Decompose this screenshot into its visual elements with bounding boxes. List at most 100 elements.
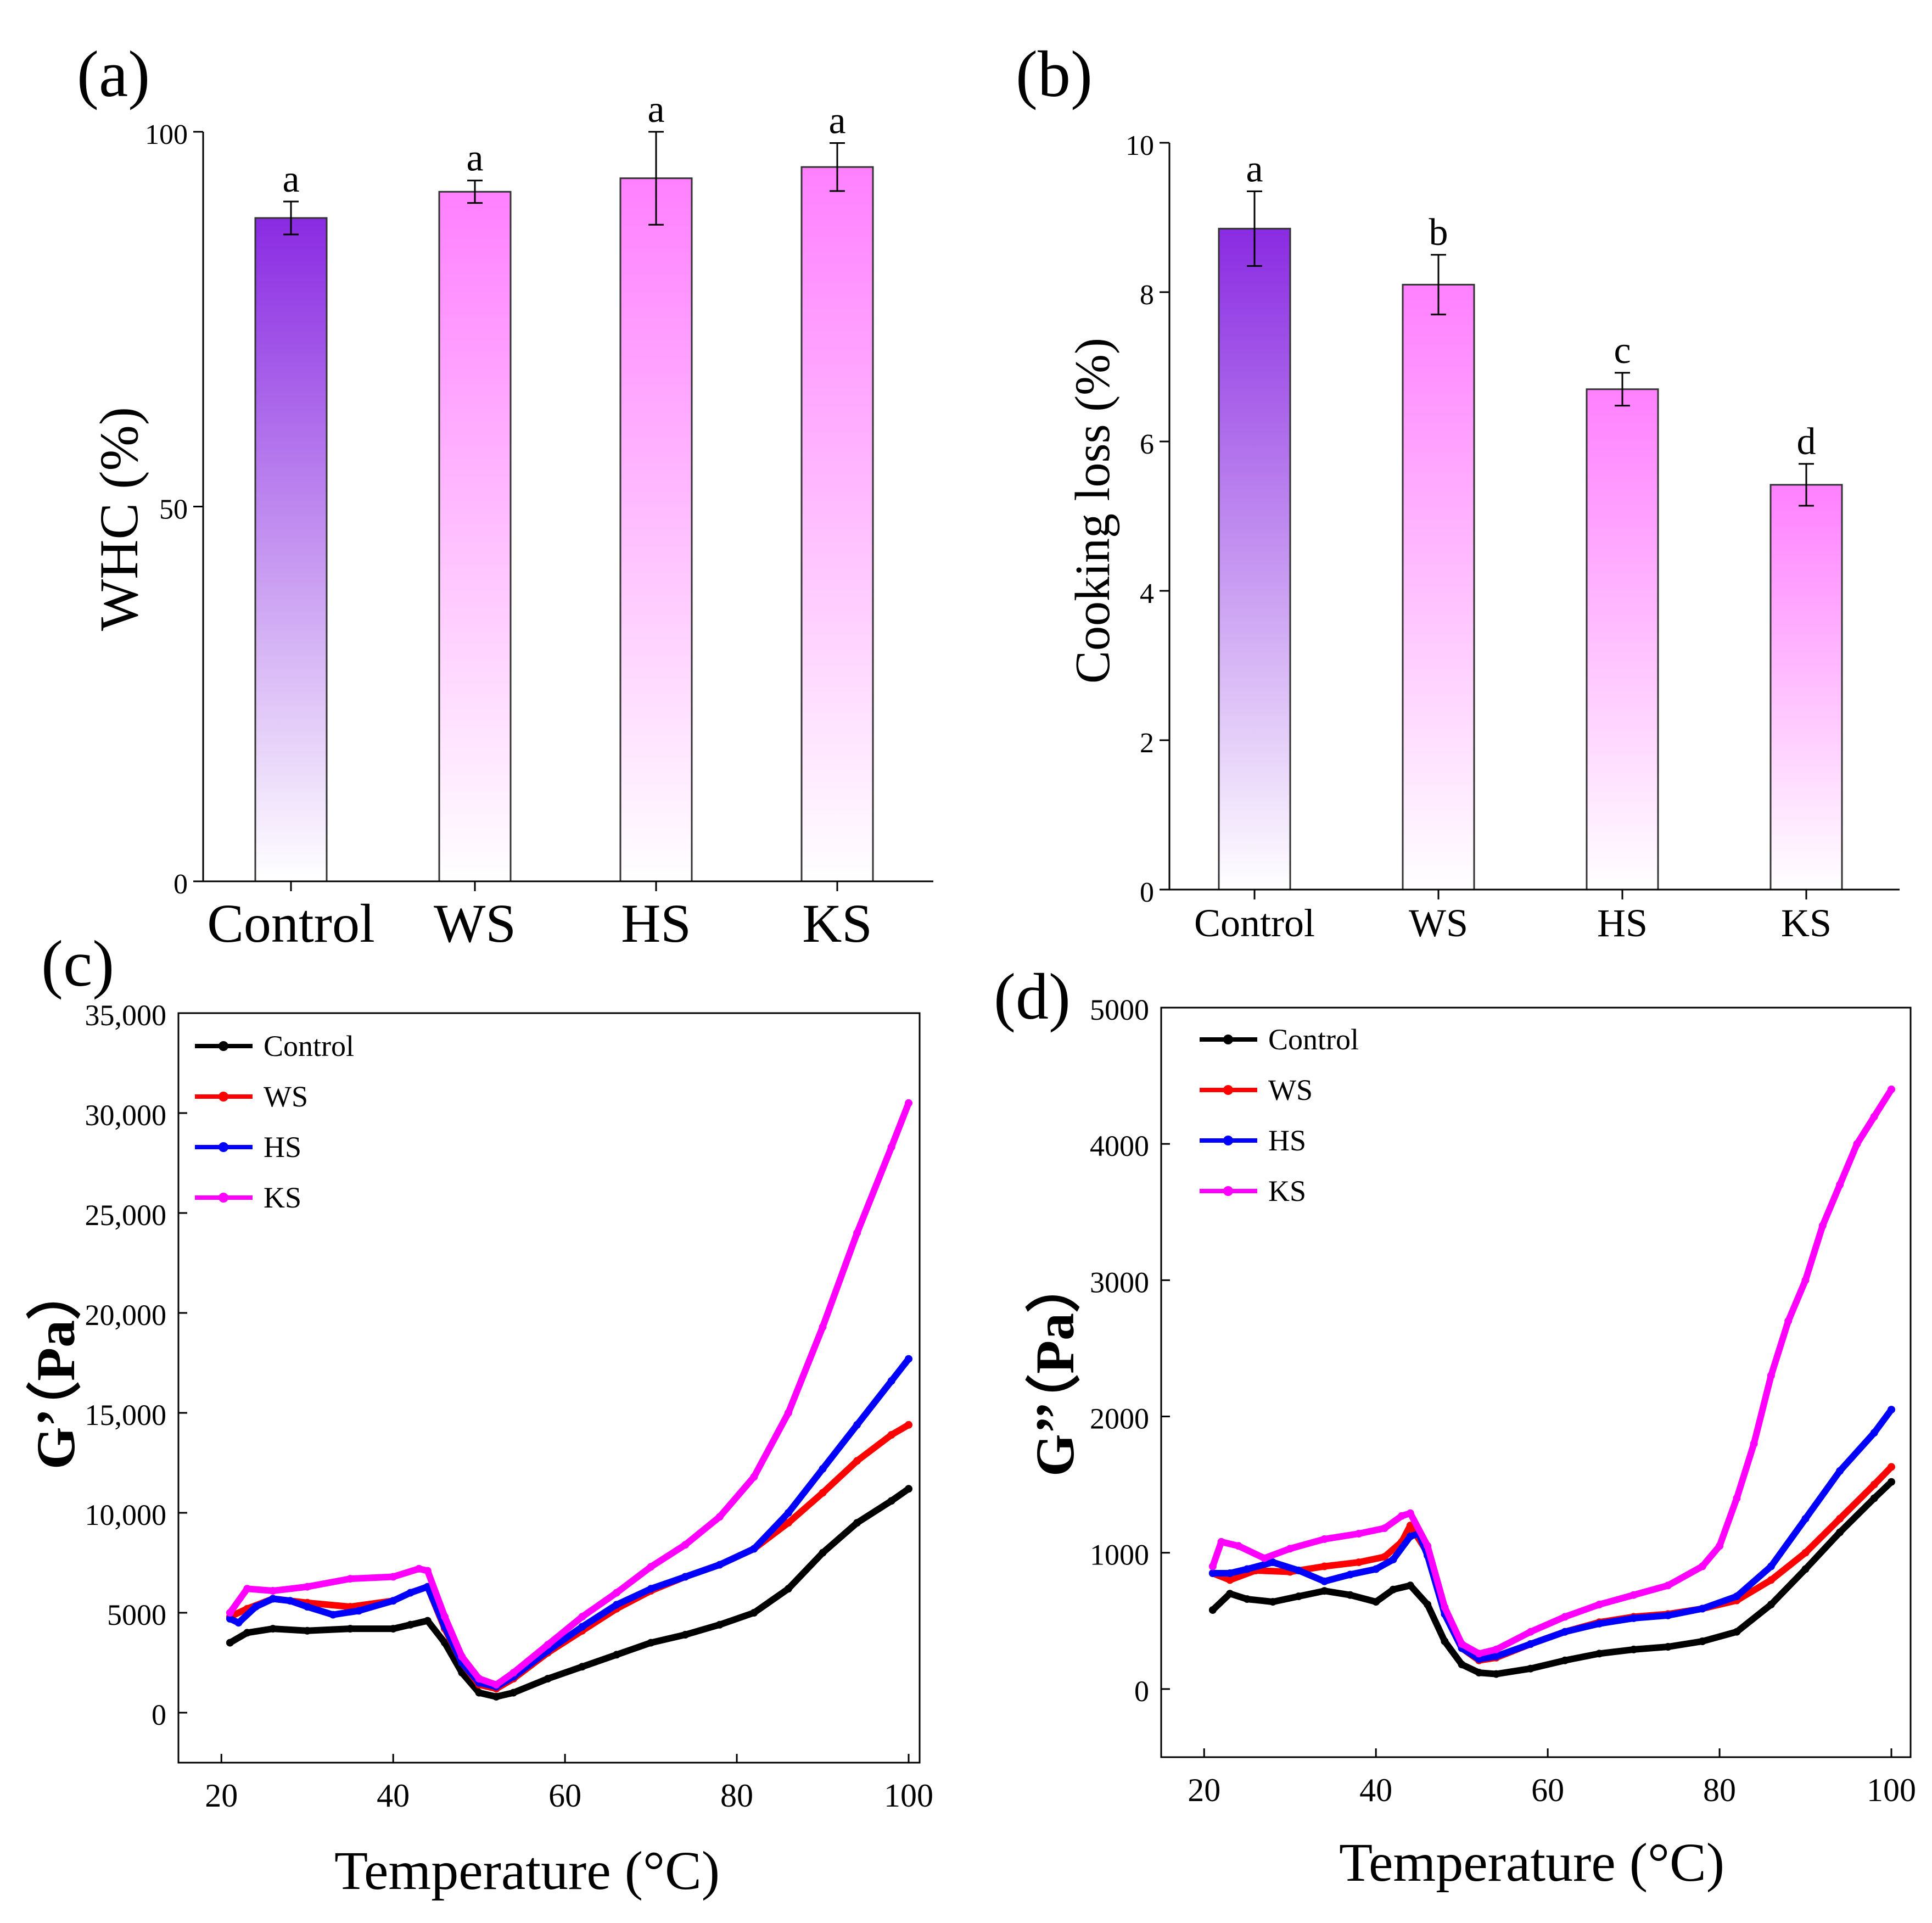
data-point-ks bbox=[475, 1675, 483, 1683]
data-point-hs bbox=[1295, 1567, 1303, 1574]
data-point-hs bbox=[1243, 1565, 1251, 1573]
data-point-control bbox=[1372, 1598, 1380, 1606]
y-tick-label: 8 bbox=[1140, 279, 1154, 311]
data-point-ks bbox=[681, 1541, 690, 1549]
data-point-control bbox=[492, 1692, 500, 1701]
data-point-control bbox=[441, 1639, 449, 1647]
data-point-control bbox=[1801, 1565, 1810, 1573]
data-point-control bbox=[1226, 1590, 1234, 1598]
y-tick-label: 35,000 bbox=[85, 999, 167, 1032]
data-point-ks bbox=[1406, 1509, 1414, 1517]
data-point-hs bbox=[1475, 1655, 1483, 1663]
data-point-control bbox=[1243, 1595, 1251, 1603]
data-point-hs bbox=[1492, 1652, 1500, 1661]
x-axis-title-d: Temperature (°C) bbox=[1339, 1832, 1724, 1893]
data-point-hs bbox=[1226, 1569, 1234, 1577]
data-point-hs bbox=[389, 1597, 397, 1605]
y-tick-label: 0 bbox=[1140, 877, 1154, 908]
data-point-control bbox=[1406, 1581, 1414, 1590]
x-tick-label: 100 bbox=[1867, 1772, 1916, 1808]
data-point-hs bbox=[1836, 1467, 1844, 1475]
data-point-control bbox=[243, 1629, 251, 1637]
series-line-ws bbox=[226, 1421, 912, 1692]
legend-marker-ks bbox=[1223, 1186, 1233, 1196]
data-point-hs bbox=[750, 1545, 758, 1553]
panel-b-cooking-loss-chart: (b) Cooking loss (%) 0 2 4 6 8 10 a Control b WS c… bbox=[1016, 37, 1900, 945]
legend-label-ks: KS bbox=[1268, 1175, 1306, 1208]
data-point-control bbox=[784, 1585, 792, 1593]
data-point-control bbox=[819, 1549, 827, 1557]
data-point-hs bbox=[681, 1573, 690, 1581]
series-line-ws bbox=[1209, 1463, 1895, 1664]
significance-letter: a bbox=[466, 137, 483, 180]
legend-marker-control bbox=[219, 1041, 228, 1051]
data-point-ks bbox=[613, 1589, 620, 1597]
data-point-ws bbox=[1888, 1463, 1895, 1471]
data-point-control bbox=[406, 1620, 415, 1629]
data-point-ks bbox=[1818, 1222, 1827, 1230]
data-point-hs bbox=[1767, 1562, 1775, 1570]
legend-label-control: Control bbox=[1268, 1023, 1359, 1056]
y-tick-label: 4000 bbox=[1090, 1130, 1149, 1162]
y-tick-label: 25,000 bbox=[85, 1199, 167, 1232]
data-point-ks bbox=[1870, 1113, 1878, 1121]
panel-c-storage-modulus-chart: (c) G’（Pa） Temperature (°C) 0 5000 10,000 1… bbox=[25, 927, 933, 1901]
data-point-control bbox=[1295, 1592, 1303, 1601]
y-tick-label: 5000 bbox=[107, 1598, 166, 1631]
legend-label-hs: HS bbox=[1268, 1124, 1306, 1157]
x-tick-label: 80 bbox=[720, 1777, 753, 1814]
legend-marker-hs bbox=[1223, 1136, 1233, 1145]
data-point-ks bbox=[1698, 1562, 1706, 1570]
data-point-hs bbox=[234, 1619, 243, 1627]
y-tick-label: 15,000 bbox=[85, 1399, 167, 1432]
data-point-control bbox=[1424, 1601, 1432, 1608]
data-point-hs bbox=[1406, 1532, 1414, 1540]
legend-marker-ws bbox=[1223, 1085, 1233, 1095]
y-tick-label: 100 bbox=[145, 119, 188, 150]
data-point-hs bbox=[303, 1603, 311, 1611]
data-point-control bbox=[1595, 1650, 1603, 1658]
legend-marker-control bbox=[1223, 1035, 1233, 1044]
data-point-ws bbox=[1226, 1576, 1234, 1584]
data-point-control bbox=[1526, 1664, 1535, 1673]
significance-letter: c bbox=[1614, 329, 1631, 372]
legend-label-ws: WS bbox=[1268, 1074, 1313, 1106]
data-point-ks bbox=[1716, 1542, 1724, 1550]
panel-a-whc-chart: (a) WHC (%) 0 50 100 a Control a WS a HS a KS bbox=[77, 37, 933, 954]
y-tick-label: 5000 bbox=[1090, 993, 1149, 1026]
data-point-hs bbox=[1208, 1569, 1217, 1577]
data-point-ws bbox=[1767, 1576, 1775, 1584]
data-point-control bbox=[346, 1625, 354, 1633]
x-tick-label: 60 bbox=[548, 1777, 581, 1814]
data-point-control bbox=[1475, 1669, 1483, 1677]
data-point-control bbox=[887, 1497, 895, 1505]
data-point-hs bbox=[784, 1509, 792, 1517]
y-tick-label: 0 bbox=[152, 1698, 166, 1731]
plot-frame-c bbox=[177, 1012, 921, 1764]
significance-letter: a bbox=[647, 88, 664, 131]
data-point-control bbox=[1492, 1670, 1500, 1678]
legend-marker-hs bbox=[219, 1142, 228, 1152]
data-point-ks bbox=[1836, 1181, 1844, 1189]
y-tick-label: 0 bbox=[1134, 1675, 1149, 1708]
data-point-ws bbox=[819, 1489, 827, 1497]
data-point-hs bbox=[1595, 1619, 1603, 1628]
panel-label-b: (b) bbox=[1016, 37, 1093, 110]
data-point-ks bbox=[243, 1585, 251, 1593]
y-tick-label: 0 bbox=[173, 869, 188, 900]
legend-marker-ws bbox=[219, 1092, 228, 1102]
x-tick-label-hs: HS bbox=[621, 893, 691, 954]
legend-label-ws: WS bbox=[264, 1080, 308, 1113]
panel-label-d: (d) bbox=[994, 960, 1071, 1033]
data-point-hs bbox=[1664, 1611, 1672, 1619]
data-point-hs bbox=[1733, 1592, 1741, 1601]
significance-letter: a bbox=[282, 158, 299, 200]
data-point-hs bbox=[355, 1607, 363, 1615]
data-point-hs bbox=[578, 1623, 586, 1631]
legend-marker-ks bbox=[219, 1193, 228, 1203]
x-tick-label-ws: WS bbox=[1409, 901, 1468, 945]
x-tick-label: 20 bbox=[205, 1777, 238, 1814]
data-point-control bbox=[1389, 1585, 1397, 1594]
data-point-hs bbox=[1629, 1614, 1638, 1622]
